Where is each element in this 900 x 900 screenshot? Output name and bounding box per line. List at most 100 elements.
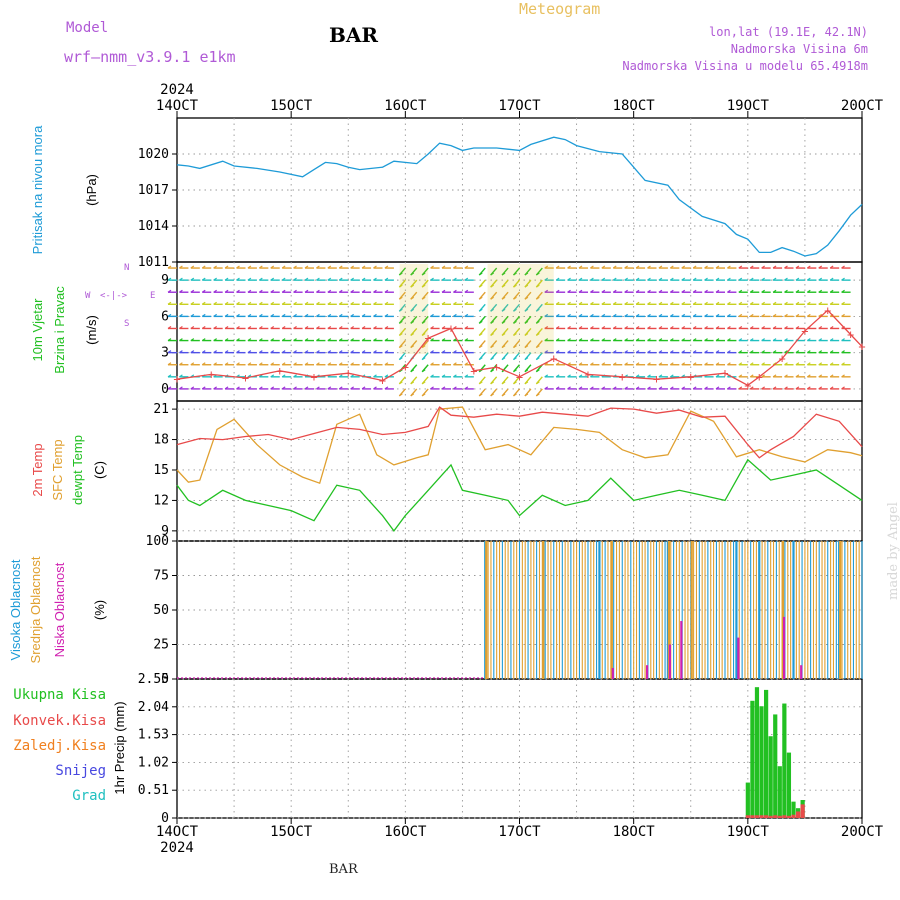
wind-arrow-head [578, 350, 583, 354]
wind-arrow-head [399, 272, 403, 276]
wind-arrow-head [384, 325, 389, 329]
wind-arrow-head [259, 313, 263, 317]
wind-arrow-head [704, 386, 708, 390]
wind-arrow-head [190, 386, 195, 390]
wind-arrow-head [361, 338, 366, 342]
wind-arrow-head [715, 313, 720, 317]
wind-arrow-head [384, 277, 389, 281]
precip-ylabel: 1hr Precip (mm) [112, 701, 127, 794]
wind-arrow-head [715, 386, 720, 390]
precip-ytick-label: 2.04 [138, 700, 169, 715]
wind-arrow-head [304, 386, 309, 390]
wind-arrow-head [647, 313, 651, 317]
wind-arrow-head [738, 374, 743, 378]
wind-arrow-head [399, 284, 403, 288]
wind-arrow-head [167, 325, 172, 329]
wind-arrow-head [490, 345, 494, 349]
precip-conv-bar [786, 815, 792, 818]
wind-arrow-head [501, 393, 506, 397]
wind-arrow-head [167, 374, 172, 378]
wind-arrow-head [384, 301, 389, 305]
wind-arrow-head [601, 386, 606, 390]
wind-arrow-head [818, 325, 823, 329]
wind-arrow-head [841, 265, 845, 269]
wind-arrow-head [293, 374, 297, 378]
wind-arrow-head [270, 313, 275, 317]
wind-arrow-head [841, 374, 845, 378]
wind-arrow-head [281, 325, 286, 329]
wind-arrow-head [410, 381, 415, 385]
wind-ytick-label: 0 [161, 382, 169, 397]
wind-arrow-head [490, 332, 494, 336]
wind-arrow-head [421, 357, 426, 361]
wind-arrow-head [361, 325, 366, 329]
wind-arrow-head [536, 345, 540, 349]
wind-arrow-head [818, 289, 823, 293]
wind-arrow-head [304, 313, 309, 317]
wind-arrow-head [829, 374, 834, 378]
wind-arrow-head [841, 350, 845, 354]
wind-arrow-head [316, 301, 320, 305]
wind-speed-marker: + [470, 364, 477, 378]
wind-arrow-head [259, 301, 263, 305]
wind-arrow-head [727, 386, 731, 390]
precip-total-bar [754, 687, 760, 818]
wind-arrow-head [601, 362, 606, 366]
wind-arrow-head [513, 332, 517, 336]
wind-arrow-head [635, 350, 640, 354]
wind-arrow-head [478, 381, 483, 385]
wind-arrow-head [430, 338, 434, 342]
precip-legend-3: Snijeg [55, 763, 106, 779]
wind-arrow-head [578, 325, 583, 329]
wind-arrow-head [281, 301, 286, 305]
wind-arrow-head [293, 350, 297, 354]
wind-arrow-head [338, 338, 343, 342]
wind-arrow-head [281, 350, 286, 354]
wind-arrow-head [361, 313, 366, 317]
wind-arrow-head [681, 338, 686, 342]
wind-arrow-head [338, 374, 343, 378]
wind-arrow-head [670, 386, 674, 390]
wind-arrow-head [784, 350, 788, 354]
wind-arrow-head [350, 265, 354, 269]
pressure-ytick-label: 1020 [138, 147, 169, 162]
wind-ytick-label: 3 [161, 346, 169, 361]
wind-unit-label: (m/s) [84, 315, 99, 345]
wind-arrow-head [373, 277, 377, 281]
wind-arrow-head [513, 296, 517, 300]
wind-speed-marker: + [345, 366, 352, 380]
wind-arrow-head [453, 301, 457, 305]
wind-arrow-head [167, 301, 172, 305]
wind-arrow-head [490, 357, 494, 361]
wind-arrow-head [555, 301, 560, 305]
wind-arrow-head [224, 301, 229, 305]
wind-arrow-head [399, 320, 403, 324]
wind-arrow-head [749, 374, 754, 378]
wind-arrow-head [536, 381, 540, 385]
wind-arrow-head [213, 277, 217, 281]
wind-arrow-head [647, 350, 651, 354]
precip-conv-bar [773, 815, 778, 818]
wind-arrow-head [293, 362, 297, 366]
wind-arrow-head [213, 386, 217, 390]
wind-arrow-head [772, 338, 777, 342]
wind-arrow-head [327, 277, 332, 281]
wind-arrow-head [399, 357, 403, 361]
wind-arrow-head [316, 265, 320, 269]
wind-arrow-head [658, 374, 663, 378]
wind-arrow-head [704, 338, 708, 342]
wind-arrow-head [761, 289, 765, 293]
pressure-line [176, 136, 863, 257]
wind-arrow-head [601, 313, 606, 317]
wind-arrow-head [316, 386, 320, 390]
meteogram-title: Meteogram [519, 0, 601, 18]
wind-arrow-head [453, 350, 457, 354]
wind-arrow-head [270, 325, 275, 329]
wind-arrow-head [727, 265, 731, 269]
wind-arrow-head [536, 369, 540, 373]
model-elevation-label: Nadmorska Visina u modelu 65.4918m [622, 59, 868, 73]
wind-arrow-head [384, 265, 389, 269]
wind-speed-marker: + [402, 360, 409, 374]
wind-arrow-head [635, 277, 640, 281]
wind-arrow-head [373, 325, 377, 329]
